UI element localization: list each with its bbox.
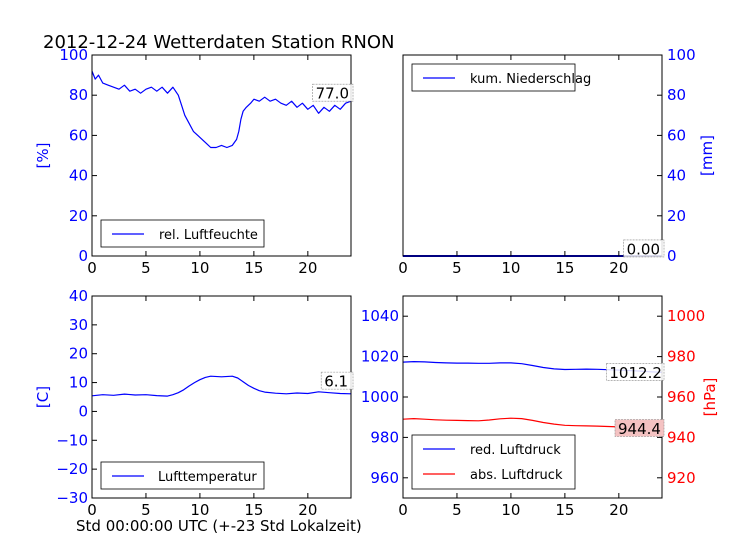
panel-bottom-left: 0 5 10 15 20 −30 −20 −10 0 10 20 30 40 [C] Lufttempera… (34, 287, 354, 519)
y-tick-label: 1000 (361, 388, 399, 406)
legend: kum. Niederschlag (411, 63, 591, 92)
legend-entry: kum. Niederschlag (470, 72, 591, 87)
end-value-label: 944.4 (618, 420, 661, 438)
panel-top-right: 0 5 10 15 20 0 20 40 60 80 100 [mm] kum. Niederschla… (398, 46, 716, 277)
y-tick-label: −30 (56, 489, 88, 507)
y-tick-label: 40 (69, 167, 88, 185)
end-value-box (312, 83, 354, 102)
y-tick-label-right: 100 (667, 46, 696, 64)
x-tick-label: 5 (141, 259, 151, 277)
figure-title: 2012-12-24 Wetterdaten Station RNON (43, 32, 394, 53)
x-tick-label: 15 (244, 501, 263, 519)
y-tick-label-right: 960 (667, 388, 696, 406)
legend: rel. Luftfeuchte (100, 219, 265, 248)
x-tick-label: 15 (244, 259, 263, 277)
y-tick-label: 20 (69, 345, 88, 363)
panel-top-left: 0 5 10 15 20 0 20 40 60 80 100 [%] rel. Luftfeuchte 7… (34, 46, 354, 277)
end-value-label: 0.00 (627, 240, 660, 258)
x-tick-label: 20 (298, 259, 317, 277)
x-tick-label: 10 (501, 501, 520, 519)
x-tick-label: 0 (87, 501, 97, 519)
y-axis-label: [%] (34, 143, 52, 169)
end-value-box (614, 419, 665, 437)
y-tick-label: 100 (59, 46, 88, 64)
x-tick-label: 5 (452, 259, 462, 277)
y-tick-label: 10 (69, 374, 88, 392)
axes-frame (91, 54, 352, 257)
x-tick-label: 20 (609, 501, 628, 519)
x-tick-label: 5 (141, 501, 151, 519)
series-line-lufttemperatur (91, 375, 352, 397)
end-value-box (606, 363, 665, 381)
legend: Lufttemperatur (100, 461, 265, 490)
y-tick-label-right: 1000 (667, 307, 705, 325)
y-tick-label-right: 20 (667, 207, 686, 225)
x-tick-label: 5 (452, 501, 462, 519)
axes-frame (402, 54, 663, 257)
y-tick-label: 960 (370, 469, 399, 487)
x-tick-label: 10 (190, 501, 209, 519)
y-tick-label-right: 940 (667, 428, 696, 446)
y-tick-label: 60 (69, 126, 88, 144)
y-axis-label-right: [hPa] (701, 378, 719, 417)
x-tick-label: 0 (398, 259, 408, 277)
y-tick-label-right: 60 (667, 126, 686, 144)
y-tick-label-right: 920 (667, 469, 696, 487)
legend-box (411, 434, 576, 490)
y-tick-label-right: 80 (667, 86, 686, 104)
end-value-box (623, 239, 665, 258)
y-tick-label: 40 (69, 287, 88, 305)
x-tick-label: 20 (609, 259, 628, 277)
y-tick-label: 0 (78, 247, 88, 265)
y-tick-label: −10 (56, 431, 88, 449)
y-tick-label: 20 (69, 207, 88, 225)
y-tick-label: 0 (78, 402, 88, 420)
panel-bottom-right: 0 5 10 15 20 960 980 1000 1020 1040 920 940 960 980 10… (361, 295, 719, 519)
y-axis-label: [mm] (698, 135, 716, 176)
x-tick-label: 20 (298, 501, 317, 519)
end-value-label: 77.0 (316, 85, 349, 103)
y-tick-label-right: 40 (667, 167, 686, 185)
y-axis-label: [C] (34, 386, 52, 408)
legend-entry: red. Luftdruck (470, 443, 561, 458)
legend: red. Luftdruck abs. Luftdruck (411, 434, 576, 490)
y-tick-label: 1020 (361, 348, 399, 366)
x-tick-label: 10 (190, 259, 209, 277)
end-value-label: 6.1 (324, 373, 348, 391)
end-value-label: 1012.2 (609, 364, 662, 382)
x-tick-label: 15 (555, 259, 574, 277)
x-tick-label: 10 (501, 259, 520, 277)
series-line-rel-luftfeuchte (91, 70, 352, 149)
axes-frame (91, 295, 352, 499)
y-tick-label: 980 (370, 428, 399, 446)
legend-entry: Lufttemperatur (158, 470, 257, 485)
y-tick-label: 1040 (361, 307, 399, 325)
end-value-box (320, 371, 354, 390)
y-tick-label-right: 980 (667, 348, 696, 366)
y-tick-label: −20 (56, 460, 88, 478)
x-tick-label: 15 (555, 501, 574, 519)
x-tick-label: 0 (87, 259, 97, 277)
y-tick-label: 30 (69, 316, 88, 334)
legend-entry: abs. Luftdruck (470, 468, 563, 483)
y-tick-label-right: 0 (667, 247, 677, 265)
x-tick-label: 0 (398, 501, 408, 519)
y-tick-label: 80 (69, 86, 88, 104)
legend-entry: rel. Luftfeuchte (159, 228, 258, 243)
x-axis-label: Std 00:00:00 UTC (+-23 Std Lokalzeit) (76, 517, 362, 535)
